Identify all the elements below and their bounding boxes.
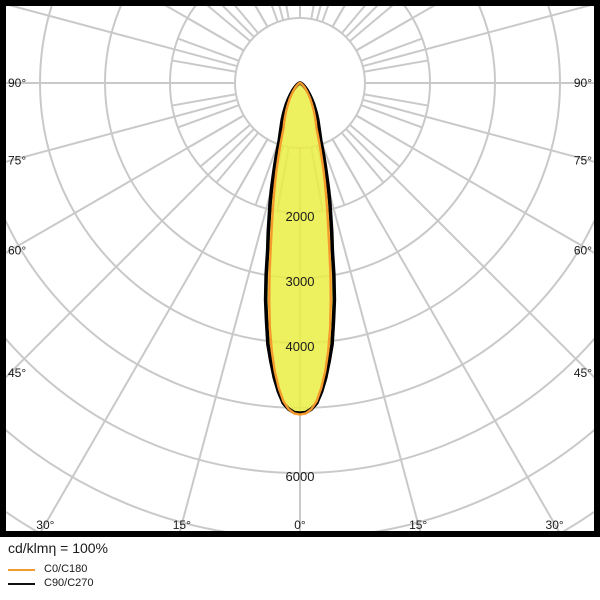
angle-label-right: 45° xyxy=(574,366,592,380)
grid-long-spoke xyxy=(6,98,238,163)
legend-row: C90/C270 xyxy=(8,577,108,590)
legend-row: C0/C180 xyxy=(8,563,108,576)
grid-short-spoke xyxy=(349,124,401,168)
legend-entries: C0/C180 C90/C270 xyxy=(8,563,108,590)
radial-value-label: 6000 xyxy=(286,469,315,484)
grid-short-spoke xyxy=(285,6,290,20)
grid-short-spoke xyxy=(341,132,385,184)
legend-entry-label: C90/C270 xyxy=(44,577,94,589)
grid-short-spoke xyxy=(206,6,251,42)
grid-short-spoke xyxy=(234,6,259,34)
angle-label-bottom: 30° xyxy=(36,518,54,532)
angle-label-bottom: 15° xyxy=(173,518,191,532)
angle-label-left: 60° xyxy=(8,243,26,257)
grid-long-spoke xyxy=(6,128,255,379)
angle-label-left: 90° xyxy=(8,76,26,90)
grid-short-spoke xyxy=(321,6,330,23)
angle-label-left: 45° xyxy=(8,366,26,380)
polar-chart: 2000 3000 4000 6000 90° 90° 75° 75° 60° 60° 45° 45°… xyxy=(0,0,600,537)
grid-long-spoke xyxy=(355,114,594,254)
grid-long-spoke xyxy=(345,128,594,379)
grid-long-spoke xyxy=(8,6,238,68)
beam-c0-c180-curve xyxy=(268,81,332,416)
legend-line-swatch xyxy=(8,582,35,585)
radial-value-label: 3000 xyxy=(286,274,315,289)
grid-short-spoke xyxy=(171,93,237,107)
grid-long-spoke xyxy=(331,138,560,531)
beam-c90-c270-curve xyxy=(263,81,337,416)
grid-short-spoke xyxy=(199,124,251,168)
angle-label-bottom: 15° xyxy=(409,518,427,532)
axis-labels: 2000 3000 4000 6000 90° 90° 75° 75° 60° 60° 45° 45°… xyxy=(8,76,592,532)
angle-label-bottom: 0° xyxy=(294,518,306,532)
angle-label-right: 75° xyxy=(574,154,592,168)
legend: cd/klmη = 100% C0/C180 C90/C270 xyxy=(8,541,108,591)
grid-short-spoke xyxy=(363,93,429,107)
grid-long-spoke xyxy=(362,98,594,163)
radial-value-label: 4000 xyxy=(286,339,315,354)
grid-long-spoke xyxy=(178,145,285,531)
grid-long-spoke xyxy=(6,114,245,254)
angle-label-bottom: 30° xyxy=(546,518,564,532)
grid-long-spoke xyxy=(40,138,269,531)
angle-label-left: 75° xyxy=(8,154,26,168)
grid-short-spoke xyxy=(215,132,259,184)
legend-entry-label: C0/C180 xyxy=(44,563,88,575)
grid-short-spoke xyxy=(360,104,423,129)
grid-short-spoke xyxy=(310,6,315,20)
grid-long-spoke xyxy=(315,145,422,531)
grid-short-spoke xyxy=(321,143,346,206)
legend-title: cd/klmη = 100% xyxy=(8,540,108,556)
grid-long-spoke xyxy=(362,6,592,68)
grid-short-spoke xyxy=(171,59,237,73)
radial-value-label: 2000 xyxy=(286,209,315,224)
angle-label-right: 60° xyxy=(574,243,592,257)
grid-short-spoke xyxy=(254,143,279,206)
angle-label-right: 90° xyxy=(574,76,592,90)
beam-curves xyxy=(263,81,337,416)
grid-short-spoke xyxy=(341,6,366,34)
grid-short-spoke xyxy=(177,104,240,129)
grid-short-spoke xyxy=(349,6,394,42)
chart-border xyxy=(0,0,600,537)
legend-line-swatch xyxy=(8,568,35,571)
grid-short-spoke xyxy=(270,6,279,23)
grid-short-spoke xyxy=(360,37,423,62)
grid-short-spoke xyxy=(363,59,429,73)
grid-short-spoke xyxy=(177,37,240,62)
